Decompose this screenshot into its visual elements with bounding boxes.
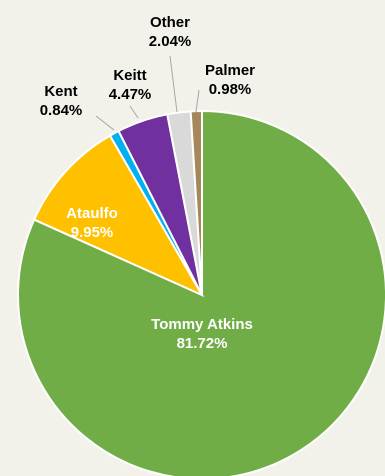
- slice-percent-tommy-atkins: 81.72%: [177, 335, 228, 352]
- leader-line-palmer: [195, 89, 200, 113]
- slice-label-other: Other: [150, 14, 190, 31]
- slice-label-palmer: Palmer: [205, 62, 255, 79]
- pie-slice-ataulfo: [32, 134, 205, 298]
- slice-percent-ataulfo: 9.95%: [71, 224, 114, 241]
- slice-percent-other: 2.04%: [149, 33, 192, 50]
- slice-label-ataulfo: Ataulfo: [66, 205, 118, 222]
- leader-line-kent: [95, 115, 115, 131]
- slice-label-tommy-atkins: Tommy Atkins: [151, 316, 253, 333]
- leader-line-keitt: [129, 105, 139, 119]
- slice-percent-palmer: 0.98%: [209, 81, 252, 98]
- slice-label-keitt: Keitt: [113, 67, 146, 84]
- leader-line-other: [169, 55, 178, 113]
- slice-percent-keitt: 4.47%: [109, 86, 152, 103]
- slice-label-kent: Kent: [44, 83, 77, 100]
- pie-slice-tommy-atkins: [17, 109, 385, 476]
- slice-percent-kent: 0.84%: [40, 102, 83, 119]
